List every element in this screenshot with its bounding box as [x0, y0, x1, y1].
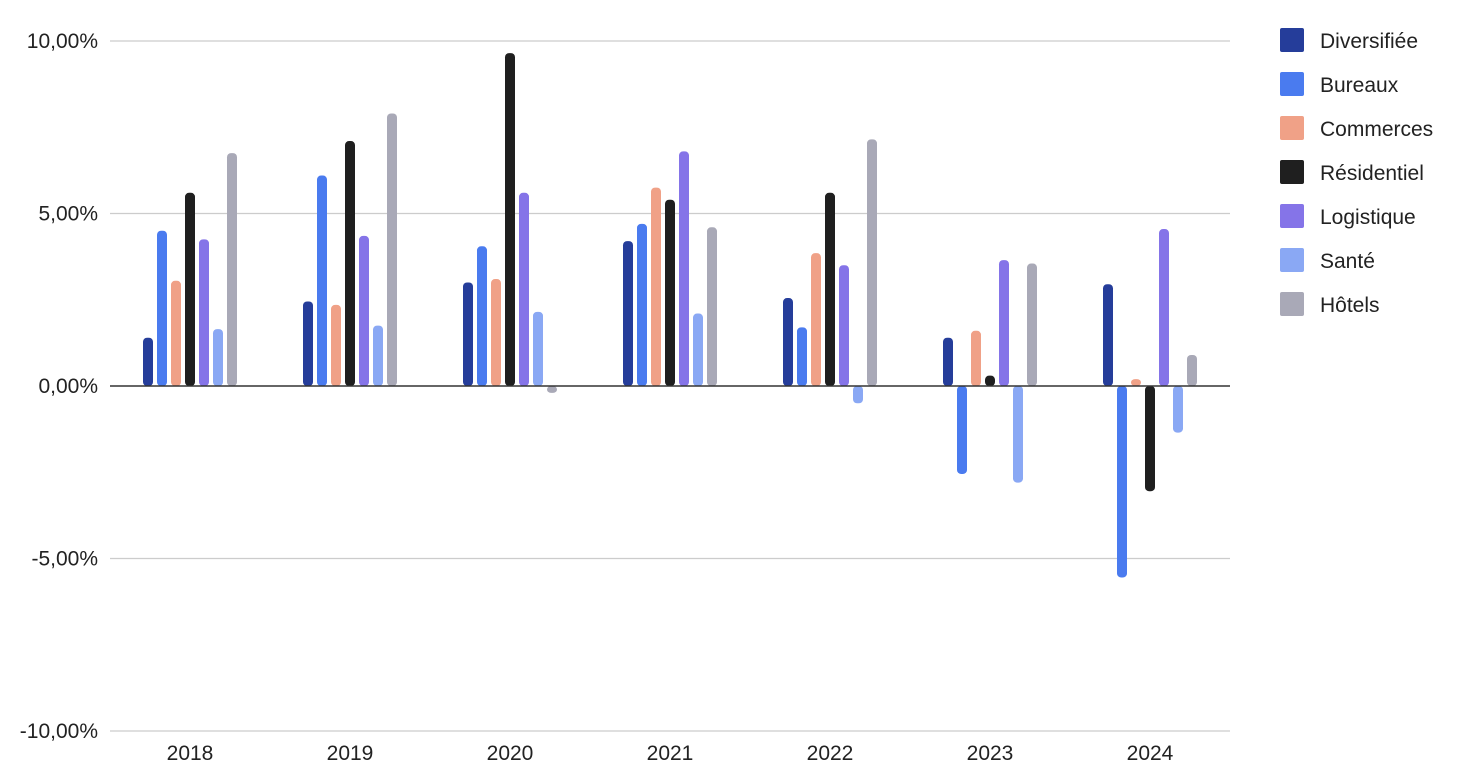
bar-hôtels-2018[interactable] [227, 153, 237, 386]
bar-diversifiée-2022[interactable] [783, 298, 793, 386]
bar-santé-2019[interactable] [373, 325, 383, 386]
y-tick-label: 10,00% [27, 30, 98, 53]
bar-commerces-2023[interactable] [971, 330, 981, 386]
x-tick-label: 2019 [327, 742, 374, 765]
bar-hôtels-2021[interactable] [707, 227, 717, 386]
bar-résidentiel-2020[interactable] [505, 53, 515, 386]
bar-logistique-2023[interactable] [999, 260, 1009, 386]
y-tick-label: -10,00% [20, 720, 98, 743]
bar-bureaux-2020[interactable] [477, 246, 487, 386]
x-tick-label: 2018 [167, 742, 214, 765]
y-tick-label: 0,00% [38, 375, 98, 398]
bar-hôtels-2024[interactable] [1187, 354, 1197, 386]
bar-logistique-2019[interactable] [359, 235, 369, 386]
gridlines [110, 40, 1230, 732]
bar-santé-2024[interactable] [1173, 386, 1183, 433]
bar-bureaux-2024[interactable] [1117, 386, 1127, 578]
bar-bureaux-2021[interactable] [637, 223, 647, 386]
legend: Diversifiée Bureaux Commerces Résidentiel Lo… [1280, 28, 1433, 317]
legend-label: Hôtels [1320, 294, 1380, 317]
bar-résidentiel-2021[interactable] [665, 199, 675, 386]
bar-commerces-2018[interactable] [171, 280, 181, 386]
bar-commerces-2022[interactable] [811, 253, 821, 386]
bar-bureaux-2018[interactable] [157, 230, 167, 386]
bar-bureaux-2022[interactable] [797, 327, 807, 386]
bar-logistique-2018[interactable] [199, 239, 209, 386]
bar-hôtels-2019[interactable] [387, 113, 397, 386]
legend-label: Logistique [1320, 206, 1416, 229]
bar-logistique-2024[interactable] [1159, 229, 1169, 386]
legend-swatch [1280, 160, 1304, 184]
bar-logistique-2022[interactable] [839, 265, 849, 386]
bar-résidentiel-2023[interactable] [985, 375, 995, 386]
legend-label: Bureaux [1320, 74, 1399, 97]
bar-santé-2020[interactable] [533, 311, 543, 386]
legend-swatch [1280, 292, 1304, 316]
bar-résidentiel-2018[interactable] [185, 192, 195, 386]
bar-commerces-2020[interactable] [491, 279, 501, 386]
y-tick-label: -5,00% [31, 548, 98, 571]
bar-commerces-2021[interactable] [651, 187, 661, 386]
y-tick-label: 5,00% [38, 203, 98, 226]
x-tick-label: 2020 [487, 742, 534, 765]
x-tick-label: 2023 [967, 742, 1014, 765]
x-axis-tick-labels: 2018 2019 2020 2021 2022 2023 2024 [167, 742, 1174, 765]
legend-label: Résidentiel [1320, 162, 1424, 185]
legend-swatch [1280, 204, 1304, 228]
bar-santé-2023[interactable] [1013, 386, 1023, 483]
bar-diversifiée-2020[interactable] [463, 282, 473, 387]
legend-label: Commerces [1320, 118, 1433, 141]
x-tick-label: 2021 [647, 742, 694, 765]
x-tick-label: 2022 [807, 742, 854, 765]
bar-santé-2021[interactable] [693, 313, 703, 386]
bar-résidentiel-2024[interactable] [1145, 386, 1155, 492]
bar-logistique-2021[interactable] [679, 151, 689, 386]
bar-résidentiel-2019[interactable] [345, 141, 355, 386]
bar-résidentiel-2022[interactable] [825, 192, 835, 386]
bar-diversifiée-2018[interactable] [143, 337, 153, 386]
y-axis-tick-labels: 10,00% 5,00% 0,00% -5,00% -10,00% [20, 30, 98, 743]
x-tick-label: 2024 [1127, 742, 1174, 765]
bar-diversifiée-2021[interactable] [623, 241, 633, 386]
bar-hôtels-2020[interactable] [547, 386, 557, 393]
legend-swatch [1280, 72, 1304, 96]
bar-santé-2018[interactable] [213, 329, 223, 386]
bar-diversifiée-2023[interactable] [943, 337, 953, 386]
bar-bureaux-2023[interactable] [957, 386, 967, 474]
bars [143, 53, 1197, 578]
bar-hôtels-2022[interactable] [867, 139, 877, 386]
bar-bureaux-2019[interactable] [317, 175, 327, 386]
bar-diversifiée-2019[interactable] [303, 301, 313, 386]
bar-santé-2022[interactable] [853, 386, 863, 404]
bar-logistique-2020[interactable] [519, 192, 529, 386]
bar-hôtels-2023[interactable] [1027, 263, 1037, 386]
legend-swatch [1280, 116, 1304, 140]
bar-commerces-2024[interactable] [1131, 379, 1141, 386]
legend-label: Santé [1320, 250, 1375, 273]
legend-swatch [1280, 248, 1304, 272]
bar-commerces-2019[interactable] [331, 304, 341, 386]
legend-label: Diversifiée [1320, 30, 1418, 53]
legend-swatch [1280, 28, 1304, 52]
bar-diversifiée-2024[interactable] [1103, 284, 1113, 386]
